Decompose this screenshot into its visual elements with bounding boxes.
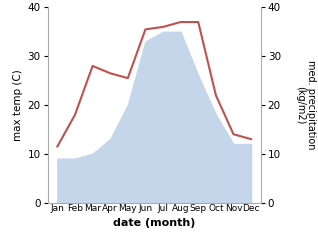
Y-axis label: max temp (C): max temp (C) (13, 69, 24, 141)
X-axis label: date (month): date (month) (113, 219, 196, 228)
Y-axis label: med. precipitation
(kg/m2): med. precipitation (kg/m2) (295, 60, 316, 150)
